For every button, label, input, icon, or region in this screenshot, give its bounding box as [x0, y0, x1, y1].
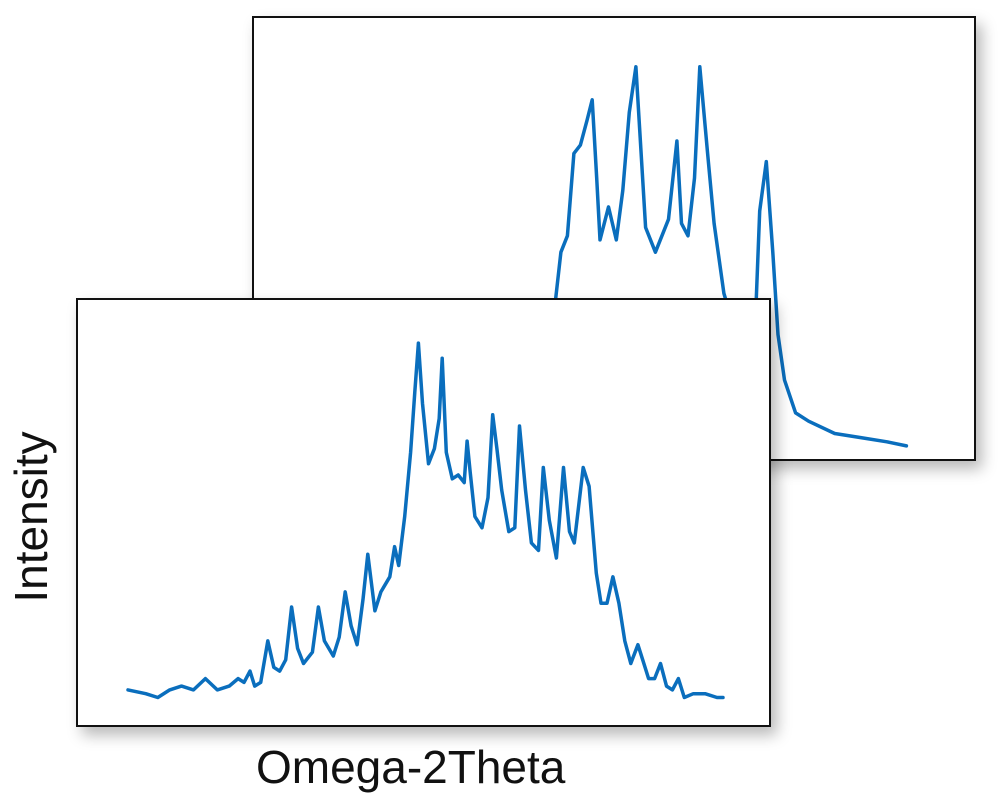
- front-chart-panel: [76, 298, 771, 727]
- back-chart-plot: [272, 65, 909, 448]
- back-chart-series-0: [272, 65, 909, 448]
- front-chart-series-0: [126, 341, 725, 700]
- y-axis-title: Intensity: [5, 431, 57, 603]
- front-chart-plot: [126, 341, 725, 700]
- x-axis-title: Omega-2Theta: [256, 741, 566, 793]
